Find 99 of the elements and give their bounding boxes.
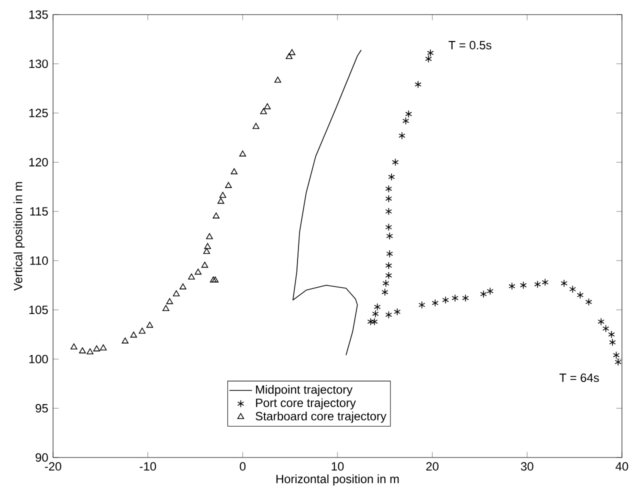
y-tick-label: 90 xyxy=(36,453,48,462)
point xyxy=(432,298,439,307)
point xyxy=(212,276,219,282)
point xyxy=(609,338,616,346)
point xyxy=(194,268,202,274)
point xyxy=(210,276,217,282)
x-tick-label: 0 xyxy=(240,462,246,470)
point xyxy=(560,279,568,287)
point xyxy=(386,250,394,258)
x-tick-label: 40 xyxy=(616,462,628,470)
y-tick-label: 120 xyxy=(29,158,48,166)
point xyxy=(371,318,378,326)
point xyxy=(70,343,78,350)
point xyxy=(188,273,195,280)
point xyxy=(405,110,412,118)
x-tick-label: -10 xyxy=(140,462,156,470)
x-tick-label: 20 xyxy=(426,462,438,470)
y-tick-label: 130 xyxy=(29,59,48,68)
point xyxy=(608,330,615,338)
point xyxy=(260,108,267,114)
point xyxy=(382,279,390,287)
point xyxy=(79,347,86,354)
point xyxy=(93,345,100,352)
point xyxy=(425,54,432,63)
point xyxy=(385,271,392,280)
point xyxy=(414,80,422,88)
point xyxy=(252,122,260,129)
point xyxy=(166,298,174,304)
point xyxy=(534,280,541,288)
y-tick-label: 115 xyxy=(30,207,48,216)
x-axis-title: Horizontal position in m xyxy=(276,474,399,486)
y-tick-label: 95 xyxy=(36,404,48,412)
point xyxy=(86,348,94,354)
point xyxy=(569,285,576,293)
point xyxy=(520,281,527,289)
point xyxy=(239,150,246,156)
point xyxy=(385,310,392,318)
legend-label: Midpoint trajectory xyxy=(256,384,353,396)
point xyxy=(212,212,220,218)
point xyxy=(122,337,128,344)
point xyxy=(367,318,374,326)
point xyxy=(230,168,238,174)
point xyxy=(288,48,296,55)
point xyxy=(508,282,516,290)
point xyxy=(146,322,154,328)
point xyxy=(542,278,549,286)
point xyxy=(392,158,399,166)
x-tick-label: -20 xyxy=(44,462,62,470)
point xyxy=(201,262,208,268)
y-tick-label: 125 xyxy=(29,108,48,118)
point xyxy=(394,308,401,316)
point xyxy=(385,184,392,193)
point xyxy=(372,310,379,318)
point xyxy=(480,290,487,298)
point xyxy=(385,262,392,270)
point xyxy=(385,223,392,231)
point xyxy=(219,192,226,198)
point xyxy=(206,233,213,240)
point xyxy=(203,248,210,254)
point xyxy=(264,103,271,110)
y-axis-title: Vertical position in m xyxy=(14,182,25,291)
y-tick-label: 105 xyxy=(29,305,48,314)
x-tick-label: 10 xyxy=(332,462,344,470)
point xyxy=(138,328,146,334)
point xyxy=(486,287,494,295)
point xyxy=(130,331,138,338)
point xyxy=(462,294,469,302)
point xyxy=(385,207,392,216)
point xyxy=(204,242,211,249)
point xyxy=(286,52,293,59)
point xyxy=(385,194,392,202)
point xyxy=(225,182,232,188)
point xyxy=(402,116,410,125)
point xyxy=(398,132,406,140)
point xyxy=(386,232,394,240)
y-tick-label: 110 xyxy=(30,256,48,265)
y-tick-label: 100 xyxy=(29,354,48,364)
point xyxy=(382,288,388,296)
point xyxy=(374,302,381,311)
point xyxy=(442,296,449,304)
point xyxy=(162,304,170,311)
point xyxy=(427,48,434,57)
y-tick-label: 135 xyxy=(29,10,48,19)
point xyxy=(576,291,584,299)
legend-label: Starboard core trajectory xyxy=(256,411,386,423)
point xyxy=(388,173,395,181)
line-series xyxy=(292,49,362,356)
point xyxy=(585,298,592,306)
point xyxy=(180,283,186,290)
point xyxy=(452,294,458,302)
point xyxy=(172,290,180,296)
x-tick-label: 30 xyxy=(520,462,534,470)
point xyxy=(100,344,107,350)
point xyxy=(274,76,282,83)
annotation: T = 0.5s xyxy=(448,40,492,50)
point xyxy=(217,198,224,204)
legend-label: Port core trajectory xyxy=(256,398,356,410)
point xyxy=(418,300,426,309)
annotation: T = 64s xyxy=(559,373,599,382)
